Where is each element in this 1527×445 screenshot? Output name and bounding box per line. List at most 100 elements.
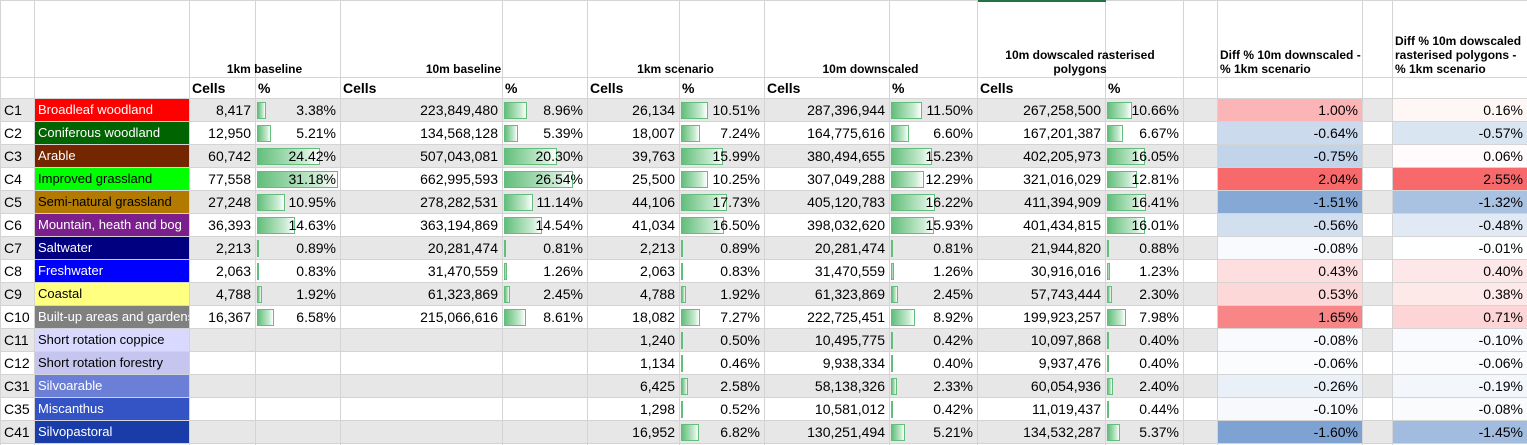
cells-value[interactable]: 130,251,494 — [807, 424, 885, 440]
percent-cell[interactable]: 1.26% — [502, 260, 587, 282]
percent-cell[interactable]: 10.25% — [679, 168, 764, 190]
column-group-header[interactable]: 1km baseline — [226, 62, 303, 76]
percent-cell[interactable]: 11.14% — [502, 191, 587, 213]
cells-value[interactable]: 25,500 — [632, 171, 675, 187]
percent-cell[interactable]: 2.40% — [1105, 375, 1183, 397]
percent-column-header[interactable]: % — [682, 80, 695, 96]
cells-value[interactable]: 16,952 — [632, 424, 675, 440]
cells-value[interactable]: 215,066,616 — [420, 309, 498, 325]
percent-cell[interactable]: 0.40% — [889, 352, 977, 374]
difference-value[interactable]: -1.32% — [1393, 191, 1527, 213]
percent-cell[interactable]: 0.46% — [679, 352, 764, 374]
cells-value[interactable]: 31,470,559 — [814, 263, 885, 279]
difference-value[interactable]: -0.48% — [1393, 214, 1527, 236]
cells-value[interactable]: 27,248 — [208, 194, 251, 210]
percent-cell[interactable]: 20.30% — [502, 145, 587, 167]
cells-value[interactable] — [340, 398, 502, 420]
difference-value[interactable]: 1.65% — [1218, 306, 1362, 328]
difference-value[interactable]: 0.40% — [1393, 260, 1527, 282]
cells-column-header[interactable]: Cells — [980, 80, 1014, 96]
percent-cell[interactable]: 2.33% — [889, 375, 977, 397]
cells-value[interactable]: 1,134 — [639, 355, 675, 371]
percent-cell[interactable] — [502, 398, 587, 420]
cells-value[interactable] — [189, 421, 255, 443]
difference-value[interactable]: -0.19% — [1393, 375, 1527, 397]
cells-value[interactable]: 36,393 — [208, 217, 251, 233]
cells-value[interactable]: 16,367 — [208, 309, 251, 325]
difference-value[interactable]: 0.06% — [1393, 145, 1527, 167]
percent-cell[interactable]: 16.01% — [1105, 214, 1183, 236]
cells-value[interactable]: 61,323,869 — [814, 286, 885, 302]
cells-value[interactable]: 287,396,944 — [807, 102, 885, 118]
difference-value[interactable]: 0.71% — [1393, 306, 1527, 328]
difference-value[interactable]: -0.26% — [1218, 375, 1362, 397]
difference-value[interactable]: 1.00% — [1218, 99, 1362, 121]
difference-value[interactable]: -1.45% — [1393, 421, 1527, 443]
percent-cell[interactable]: 16.22% — [889, 191, 977, 213]
cells-column-header[interactable]: Cells — [767, 80, 801, 96]
difference-value[interactable]: -0.57% — [1393, 122, 1527, 144]
percent-cell[interactable]: 6.82% — [679, 421, 764, 443]
percent-cell[interactable]: 10.66% — [1105, 99, 1183, 121]
difference-value[interactable]: 0.53% — [1218, 283, 1362, 305]
land-cover-label[interactable]: Mountain, heath and bog — [35, 214, 189, 236]
percent-cell[interactable]: 10.51% — [679, 99, 764, 121]
land-cover-label[interactable]: Short rotation forestry — [35, 352, 189, 374]
row-code[interactable]: C35 — [4, 401, 30, 417]
cells-value[interactable]: 278,282,531 — [420, 194, 498, 210]
land-cover-label[interactable]: Arable — [35, 145, 189, 167]
cells-value[interactable]: 26,134 — [632, 102, 675, 118]
difference-value[interactable]: -0.06% — [1218, 352, 1362, 374]
row-code[interactable]: C10 — [4, 309, 30, 325]
row-code[interactable]: C41 — [4, 424, 30, 440]
difference-value[interactable]: -0.08% — [1218, 237, 1362, 259]
land-cover-label[interactable]: Saltwater — [35, 237, 189, 259]
percent-cell[interactable]: 12.81% — [1105, 168, 1183, 190]
cells-value[interactable] — [189, 398, 255, 420]
percent-cell[interactable]: 16.50% — [679, 214, 764, 236]
percent-cell[interactable] — [502, 329, 587, 351]
percent-cell[interactable]: 24.42% — [255, 145, 340, 167]
land-cover-label[interactable]: Coastal — [35, 283, 189, 305]
percent-cell[interactable]: 2.58% — [679, 375, 764, 397]
cells-value[interactable]: 662,995,593 — [420, 171, 498, 187]
cells-value[interactable]: 223,849,480 — [420, 102, 498, 118]
percent-cell[interactable]: 15.99% — [679, 145, 764, 167]
percent-cell[interactable]: 6.60% — [889, 122, 977, 144]
cells-value[interactable]: 2,213 — [215, 240, 251, 256]
cells-value[interactable]: 222,725,451 — [807, 309, 885, 325]
difference-value[interactable]: -0.06% — [1393, 352, 1527, 374]
cells-value[interactable]: 10,097,868 — [1030, 332, 1101, 348]
cells-value[interactable]: 267,258,500 — [1023, 102, 1101, 118]
percent-cell[interactable]: 0.89% — [679, 237, 764, 259]
cells-value[interactable]: 307,049,288 — [807, 171, 885, 187]
land-cover-label[interactable]: Miscanthus — [35, 398, 189, 420]
difference-value[interactable]: 2.04% — [1218, 168, 1362, 190]
percent-cell[interactable]: 0.83% — [679, 260, 764, 282]
percent-cell[interactable]: 14.54% — [502, 214, 587, 236]
column-group-header[interactable]: Diff % 10m dowscaled rasterised polygons… — [1395, 34, 1522, 76]
cells-value[interactable]: 6,425 — [639, 378, 675, 394]
percent-cell[interactable]: 1.92% — [255, 283, 340, 305]
difference-value[interactable]: -0.10% — [1393, 329, 1527, 351]
cells-value[interactable]: 60,742 — [208, 148, 251, 164]
cells-value[interactable]: 20,281,474 — [814, 240, 885, 256]
cells-value[interactable]: 507,043,081 — [420, 148, 498, 164]
cells-value[interactable] — [189, 375, 255, 397]
difference-value[interactable]: 2.55% — [1393, 168, 1527, 190]
cells-value[interactable]: 2,063 — [215, 263, 251, 279]
cells-value[interactable]: 39,763 — [632, 148, 675, 164]
row-code[interactable]: C4 — [4, 171, 22, 187]
cells-column-header[interactable]: Cells — [343, 80, 377, 96]
land-cover-label[interactable]: Silvoarable — [35, 375, 189, 397]
cells-value[interactable]: 10,495,775 — [814, 332, 885, 348]
percent-cell[interactable] — [502, 352, 587, 374]
cells-value[interactable]: 20,281,474 — [427, 240, 498, 256]
row-code[interactable]: C9 — [4, 286, 22, 302]
percent-cell[interactable]: 2.45% — [889, 283, 977, 305]
percent-cell[interactable]: 7.98% — [1105, 306, 1183, 328]
cells-value[interactable]: 41,034 — [632, 217, 675, 233]
row-code[interactable]: C3 — [4, 148, 22, 164]
land-cover-label[interactable]: Improved grassland — [35, 168, 189, 190]
difference-value[interactable]: -0.01% — [1393, 237, 1527, 259]
